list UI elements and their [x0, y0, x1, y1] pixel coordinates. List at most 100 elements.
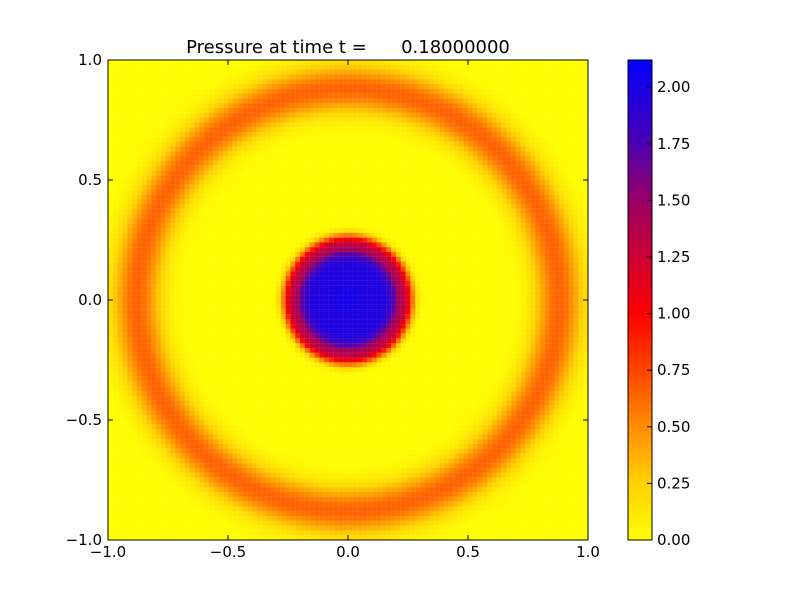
heatmap-cell [496, 103, 503, 109]
heatmap-cell [146, 261, 152, 267]
heatmap-cell [515, 203, 522, 210]
heatmap-cell [251, 103, 258, 109]
heatmap-cell [227, 189, 234, 195]
heatmap-cell [381, 79, 387, 85]
heatmap-cell [439, 117, 445, 123]
heatmap-cell [333, 208, 339, 215]
heatmap-cell [415, 131, 421, 138]
heatmap-cell [131, 117, 138, 123]
heatmap-cell [175, 227, 181, 234]
heatmap-cell [218, 146, 224, 152]
heatmap-cell [434, 232, 440, 239]
heatmap-cell [131, 151, 138, 157]
heatmap-cell [131, 93, 138, 99]
heatmap-cell [319, 122, 325, 128]
heatmap-cell [376, 103, 383, 109]
heatmap-cell [213, 79, 219, 85]
heatmap-cell [391, 79, 397, 85]
heatmap-cell [127, 155, 133, 162]
heatmap-cell [189, 141, 195, 147]
heatmap-cell [328, 179, 335, 186]
heatmap-cell [199, 69, 205, 75]
heatmap-cell [429, 160, 435, 167]
heatmap-cell [525, 251, 531, 258]
heatmap-cell [208, 83, 215, 90]
heatmap-cell [400, 251, 407, 258]
heatmap-cell [559, 69, 565, 75]
heatmap-cell [559, 122, 565, 128]
heatmap-cell [477, 117, 483, 123]
heatmap-cell [131, 179, 138, 186]
heatmap-cell [458, 203, 464, 210]
heatmap-cell [573, 189, 579, 195]
heatmap-cell [539, 160, 546, 167]
heatmap-cell [424, 79, 431, 85]
heatmap-cell [559, 64, 565, 71]
heatmap-cell [559, 218, 565, 224]
heatmap-cell [376, 275, 383, 282]
heatmap-cell [472, 203, 479, 210]
heatmap-cell [487, 74, 493, 80]
heatmap-cell [136, 64, 143, 71]
heatmap-cell [439, 280, 445, 287]
heatmap-cell [405, 256, 411, 263]
heatmap-cell [520, 98, 527, 104]
heatmap-cell [376, 247, 383, 253]
heatmap-cell [275, 117, 282, 123]
heatmap-cell [280, 122, 287, 128]
heatmap-cell [511, 107, 517, 114]
heatmap-cell [395, 122, 402, 128]
heatmap-cell [309, 213, 315, 219]
heatmap-cell [400, 179, 407, 186]
heatmap-cell [127, 141, 133, 147]
heatmap-cell [285, 117, 291, 123]
heatmap-cell [266, 122, 272, 128]
heatmap-cell [386, 136, 392, 143]
heatmap-cell [108, 160, 114, 167]
heatmap-cell [347, 160, 354, 167]
heatmap-cell [251, 223, 258, 229]
heatmap-cell [535, 127, 541, 133]
heatmap-cell [146, 141, 152, 147]
heatmap-cell [448, 107, 455, 114]
heatmap-cell [357, 242, 363, 248]
heatmap-cell [131, 160, 138, 167]
heatmap-cell [165, 60, 171, 66]
heatmap-cell [496, 155, 503, 162]
heatmap-cell [563, 64, 570, 71]
heatmap-cell [439, 146, 445, 152]
heatmap-cell [299, 295, 306, 301]
heatmap-cell [448, 93, 455, 99]
heatmap-cell [333, 280, 339, 287]
heatmap-cell [463, 242, 469, 248]
heatmap-cell [347, 165, 354, 171]
heatmap-cell [295, 131, 301, 138]
heatmap-cell [184, 256, 191, 263]
heatmap-cell [573, 117, 579, 123]
heatmap-cell [487, 64, 493, 71]
heatmap-cell [415, 285, 421, 291]
heatmap-cell [362, 131, 368, 138]
heatmap-cell [151, 242, 157, 248]
heatmap-cell [309, 179, 315, 186]
heatmap-cell [218, 208, 224, 215]
heatmap-cell [472, 151, 479, 157]
heatmap-cell [549, 189, 555, 195]
heatmap-cell [227, 117, 234, 123]
heatmap-cell [472, 64, 479, 71]
heatmap-cell [275, 122, 282, 128]
heatmap-cell [352, 194, 359, 200]
heatmap-cell [175, 122, 181, 128]
heatmap-cell [323, 184, 330, 191]
heatmap-cell [333, 227, 339, 234]
heatmap-cell [218, 237, 224, 243]
heatmap-cell [184, 227, 191, 234]
heatmap-cell [122, 280, 128, 287]
heatmap-cell [194, 261, 200, 267]
heatmap-cell [501, 175, 507, 181]
heatmap-cell [170, 251, 176, 258]
heatmap-cell [520, 175, 527, 181]
heatmap-cell [232, 285, 239, 291]
heatmap-cell [477, 218, 483, 224]
heatmap-cell [194, 131, 200, 138]
